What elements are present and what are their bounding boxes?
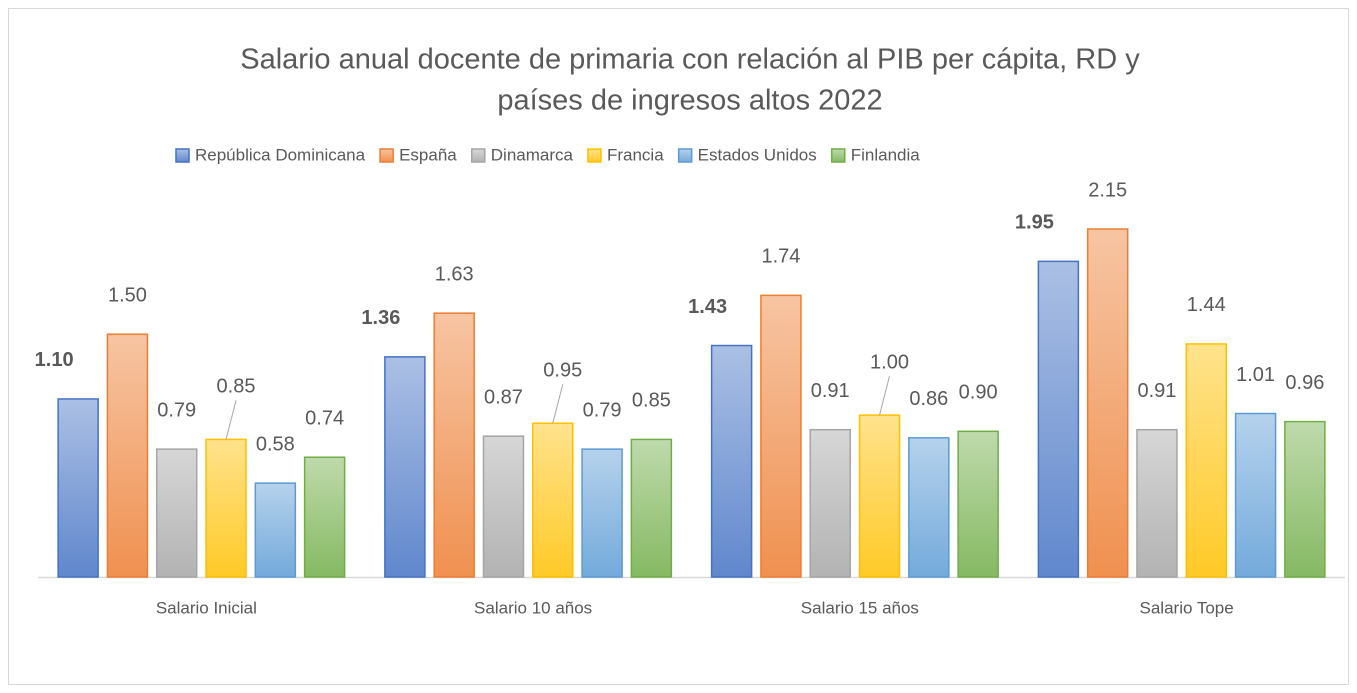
data-label: 0.79	[157, 399, 196, 421]
bar	[1037, 260, 1080, 578]
data-label: 1.36	[361, 307, 400, 329]
data-label: 2.15	[1088, 179, 1127, 201]
leader-line	[879, 376, 891, 416]
data-label: 1.74	[761, 246, 800, 268]
bar	[106, 333, 149, 578]
data-label: 0.85	[632, 390, 671, 412]
x-tick-label: Salario Tope	[1140, 598, 1234, 617]
bar	[1136, 428, 1178, 578]
x-tick-label: Salario 15 años	[801, 598, 919, 617]
data-label: 1.10	[35, 349, 74, 371]
bar	[1284, 420, 1326, 578]
bar	[809, 428, 851, 578]
data-label: 0.96	[1285, 372, 1324, 394]
data-label: 0.58	[256, 433, 295, 455]
bar	[1234, 412, 1277, 578]
bar	[957, 430, 999, 578]
bar	[908, 437, 950, 578]
data-label: 1.43	[688, 296, 727, 318]
bar	[532, 422, 574, 578]
legend-label: Dinamarca	[491, 145, 574, 164]
legend-label: Estados Unidos	[698, 145, 817, 164]
bar	[155, 448, 198, 578]
data-label: 1.01	[1236, 364, 1275, 386]
data-label: 1.00	[870, 351, 909, 373]
data-label: 0.95	[543, 360, 582, 382]
bar	[303, 456, 346, 578]
bar	[57, 398, 99, 578]
data-label: 0.79	[583, 399, 622, 421]
data-label: 0.87	[484, 386, 523, 408]
bar	[433, 312, 475, 578]
data-label: 1.63	[435, 263, 474, 285]
data-label: 1.44	[1187, 294, 1226, 316]
bar	[384, 356, 426, 578]
bar	[1185, 343, 1228, 578]
data-label: 0.91	[1138, 380, 1177, 402]
bar	[630, 438, 673, 578]
bar	[581, 448, 623, 578]
data-label: 0.74	[305, 408, 344, 430]
legend-label: Francia	[607, 145, 664, 164]
bar	[710, 344, 753, 578]
bar	[254, 482, 297, 578]
bar	[760, 294, 802, 578]
chart-title: Salario anual docente de primaria con re…	[240, 44, 1140, 76]
data-label: 1.95	[1015, 212, 1054, 234]
data-label: 0.90	[959, 382, 998, 404]
legend-swatch	[830, 148, 846, 163]
x-tick-label: Salario 10 años	[474, 598, 592, 617]
data-label: 0.91	[811, 380, 850, 402]
legend-swatch	[379, 148, 394, 163]
bar	[205, 438, 247, 578]
data-label: 0.86	[909, 388, 948, 410]
legend-swatch	[471, 148, 486, 163]
bar	[858, 414, 901, 578]
legend-swatch	[677, 148, 693, 163]
legend-label: Finlandia	[851, 145, 921, 164]
bar	[1086, 228, 1129, 578]
legend-swatch	[175, 148, 190, 163]
legend-swatch	[587, 148, 602, 163]
leader-line	[225, 400, 237, 440]
legend-label: República Dominicana	[195, 145, 366, 164]
legend-label: España	[399, 145, 457, 164]
data-label: 0.85	[217, 376, 256, 398]
bar	[482, 435, 525, 578]
x-tick-label: Salario Inicial	[156, 598, 257, 617]
chart-title: países de ingresos altos 2022	[497, 85, 882, 117]
leader-line	[552, 384, 564, 424]
data-label: 1.50	[108, 284, 147, 306]
